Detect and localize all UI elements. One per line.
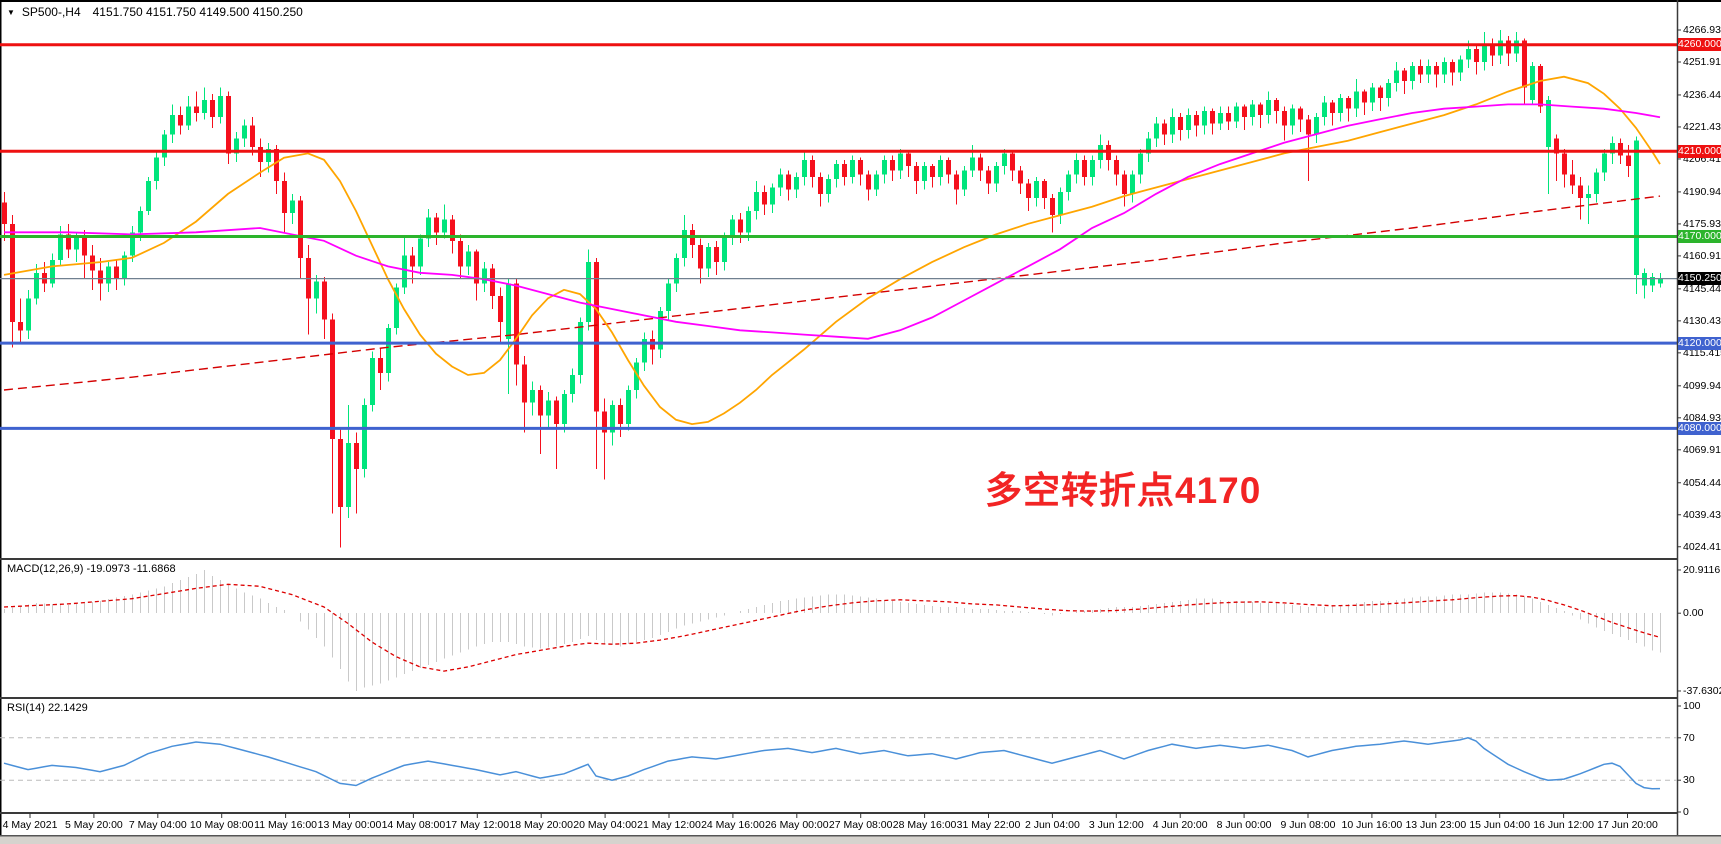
chart-title: ▼ SP500-,H4 4151.750 4151.750 4149.500 415…: [7, 5, 303, 19]
date-axis-label: 26 May 00:00: [764, 819, 829, 831]
date-axis-label: 17 Jun 20:00: [1597, 819, 1658, 831]
date-axis-label: 2 Jun 04:00: [1024, 819, 1080, 831]
date-axis-label: 18 May 20:00: [509, 819, 573, 831]
date-axis-label: 7 May 04:00: [128, 819, 187, 831]
date-axis-label: 4 May 2021: [2, 819, 58, 831]
date-axis-label: 16 Jun 12:00: [1533, 819, 1594, 831]
price-axis-label: 4130.430: [1683, 314, 1721, 327]
price-axis-label: 4115.415: [1683, 346, 1721, 359]
window-top-border: [0, 0, 1721, 2]
macd-signal-line: [3, 583, 1661, 672]
date-axis-label: 5 May 20:00: [64, 819, 123, 831]
date-axis-label: 3 Jun 12:00: [1088, 819, 1144, 831]
price-tag-4080.000: 4080.000: [1678, 421, 1721, 435]
ma-fast-line: [3, 75, 1661, 426]
date-axis-label: 8 Jun 00:00: [1216, 819, 1272, 831]
rsi-axis-label: 100: [1683, 700, 1701, 712]
rsi-bottom-border: [0, 812, 1677, 814]
price-axis-label: 4145.445: [1683, 282, 1721, 295]
price-axis-label: 4054.445: [1683, 476, 1721, 489]
price-tag-4260.000: 4260.000: [1678, 38, 1721, 52]
price-tag-4170.000: 4170.000: [1678, 230, 1721, 244]
current-price-tag: 4150.250: [1678, 272, 1721, 286]
macd-indicator-label: MACD(12,26,9) -19.0973 -11.6868: [7, 563, 176, 575]
price-axis-label: 4069.915: [1683, 443, 1721, 456]
macd-axis-label: -37.6302: [1683, 684, 1721, 697]
price-axis-label: 4190.945: [1683, 185, 1721, 198]
date-axis-label: 15 Jun 04:00: [1469, 819, 1531, 831]
rsi-indicator-label: RSI(14) 22.1429: [7, 702, 88, 714]
rsi-axis-label: 70: [1683, 731, 1695, 744]
price-axis-label: 4175.930: [1683, 217, 1721, 230]
date-axis-label: 31 May 22:00: [956, 819, 1021, 831]
candles-layer: [2, 29, 1663, 548]
price-axis-label: 4160.915: [1683, 249, 1721, 262]
date-axis-label: 9 Jun 08:00: [1280, 819, 1336, 831]
rsi-axis-label: 0: [1683, 806, 1689, 818]
rsi-axis-label: 30: [1683, 774, 1695, 787]
rsi-value: 22.1429: [47, 702, 88, 714]
date-axis-label: 20 May 04:00: [573, 819, 637, 831]
macd-rsi-separator: [0, 697, 1677, 699]
price-tag-4210.000: 4210.000: [1678, 144, 1721, 158]
date-axis-border: [0, 835, 1721, 837]
rsi-line: [3, 737, 1661, 790]
price-tag-4120.000: 4120.000: [1678, 336, 1721, 350]
price-axis-label: 4099.945: [1683, 379, 1721, 392]
price-axis-label: 4251.915: [1683, 55, 1721, 68]
macd-axis-label: 20.9116: [1683, 563, 1721, 576]
ohlc-readout: 4151.750 4151.750 4149.500 4150.250: [92, 5, 303, 19]
date-axis-label: 11 May 16:00: [254, 819, 318, 831]
macd-axis-label: 0.00: [1683, 607, 1704, 620]
date-axis-label: 14 May 08:00: [381, 819, 446, 831]
date-axis-label: 4 Jun 20:00: [1152, 819, 1208, 831]
macd-values: -19.0973 -11.6868: [86, 563, 176, 575]
macd-histogram: [4, 569, 1661, 691]
ma-mid-line: [4, 103, 1661, 340]
window-bottom-bar: [0, 836, 1721, 844]
date-axis-label: 24 May 16:00: [701, 819, 765, 831]
date-axis-label: 10 May 08:00: [189, 819, 254, 831]
price-axis-label: 4024.415: [1683, 540, 1721, 553]
window-left-border: [0, 0, 2, 836]
date-axis-label: 28 May 16:00: [892, 819, 957, 831]
price-axis-label: 4236.445: [1683, 88, 1721, 101]
date-axis-label: 21 May 12:00: [637, 819, 701, 831]
main-macd-separator: [0, 558, 1677, 560]
symbol-timeframe-label: SP500-,H4: [21, 5, 81, 19]
symbol-dropdown-icon[interactable]: ▼: [7, 8, 15, 17]
price-axis-label: 4266.930: [1683, 24, 1721, 36]
annotation-text: 多空转折点4170: [985, 470, 1262, 511]
date-axis-label: 13 May 00:00: [317, 819, 382, 831]
date-axis-label: 10 Jun 16:00: [1341, 819, 1403, 831]
price-axis-label: 4039.430: [1683, 508, 1721, 521]
price-axis-label: 4221.430: [1683, 120, 1721, 133]
date-axis-label: 13 Jun 23:00: [1405, 819, 1467, 831]
date-axis-label: 27 May 08:00: [828, 819, 893, 831]
date-axis-label: 17 May 12:00: [445, 819, 510, 831]
price-axis-label: 4084.930: [1683, 411, 1721, 424]
